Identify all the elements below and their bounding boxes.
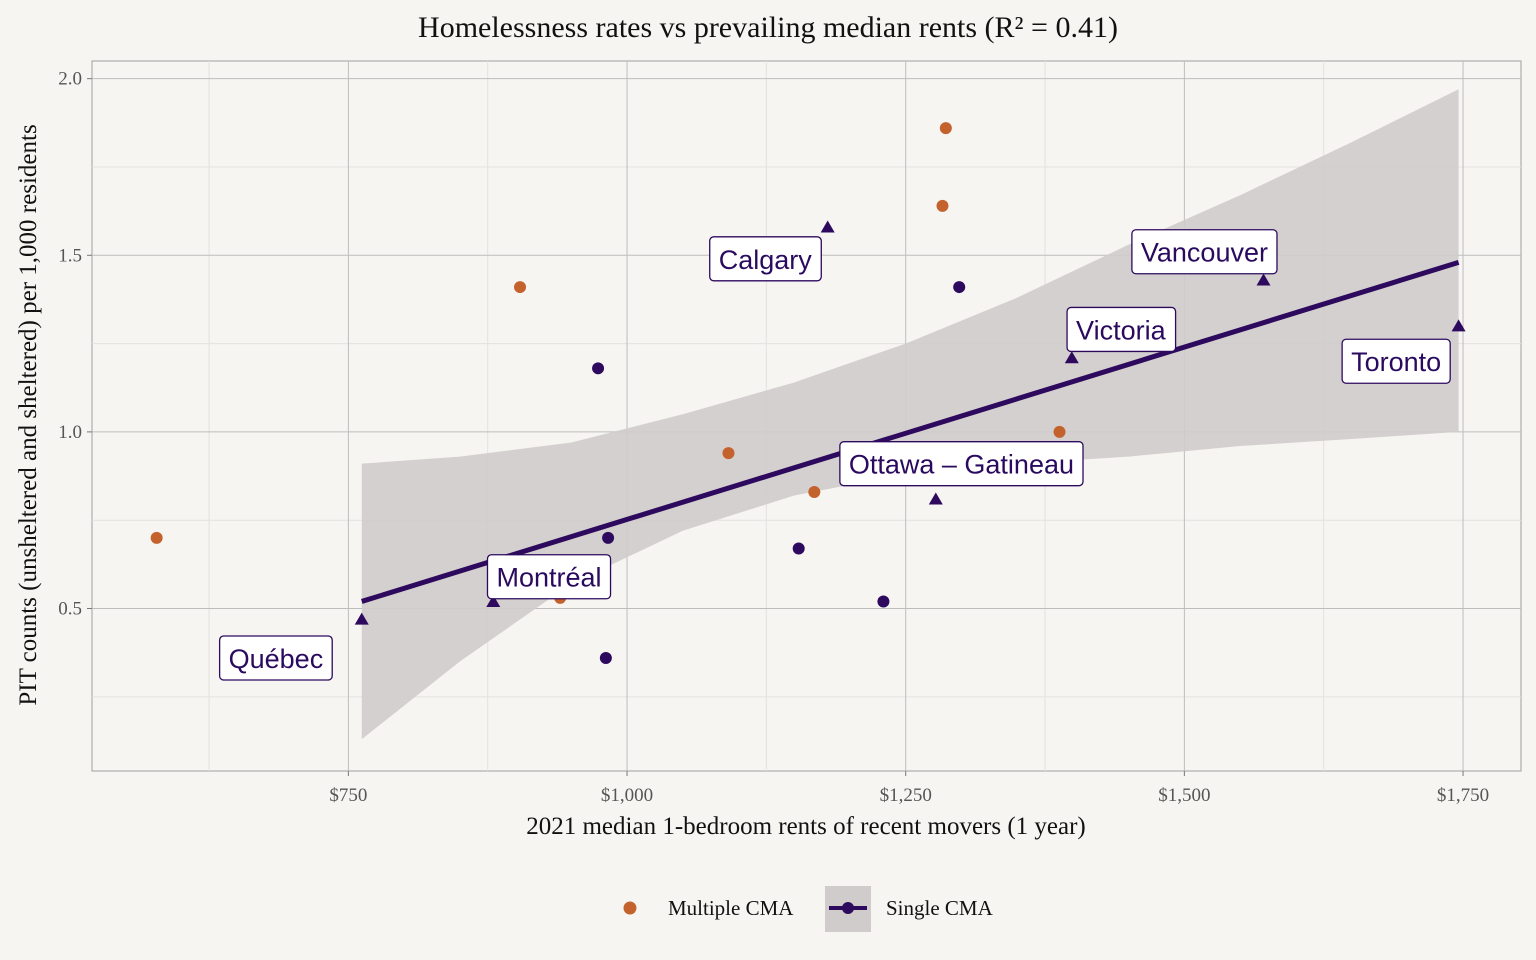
fit-line xyxy=(361,259,1460,604)
data-point-multiple xyxy=(514,281,527,294)
city-label-text: Victoria xyxy=(1076,315,1167,345)
data-point-single xyxy=(592,362,605,375)
data-point-single xyxy=(877,595,890,608)
data-point-single xyxy=(792,542,805,555)
data-point-multiple xyxy=(1053,425,1066,438)
chart-title: Homelessness rates vs prevailing median … xyxy=(418,11,1118,44)
data-point-triangle xyxy=(486,594,501,607)
y-tick-label: 0.5 xyxy=(58,599,82,620)
legend-multiple-swatch xyxy=(623,901,637,915)
x-tick-label: $1,000 xyxy=(601,785,653,806)
city-label-text: Vancouver xyxy=(1141,238,1268,268)
x-tick-label: $1,500 xyxy=(1158,785,1210,806)
city-label-box xyxy=(1341,338,1451,384)
city-label-box xyxy=(709,236,822,282)
data-point-triangle xyxy=(1064,351,1079,364)
legend-single-label: Single CMA xyxy=(886,896,994,920)
city-label-text: Calgary xyxy=(719,245,813,275)
city-label-box xyxy=(1131,229,1278,275)
city-label-box xyxy=(839,441,1084,487)
y-tick-label: 1.5 xyxy=(58,245,82,266)
data-point-triangle xyxy=(1256,273,1271,286)
y-tick-label: 1.0 xyxy=(58,422,82,443)
data-point-single xyxy=(953,281,966,294)
data-point-triangle xyxy=(1451,319,1466,332)
data-point-multiple xyxy=(936,199,949,212)
data-point-triangle xyxy=(928,492,943,505)
x-axis-ticks: $750 $1,000 $1,250 $1,500 $1,750 xyxy=(329,771,1489,806)
plot-panel xyxy=(91,60,1522,772)
data-point-single xyxy=(599,651,612,664)
city-label-box xyxy=(486,554,612,600)
x-tick-label: $1,250 xyxy=(880,785,932,806)
legend-single-swatch xyxy=(842,902,854,914)
data-point-single xyxy=(602,531,615,544)
x-tick-label: $1,750 xyxy=(1437,785,1489,806)
y-axis-ticks: 0.5 1.0 1.5 2.0 xyxy=(58,69,92,620)
legend-multiple-label: Multiple CMA xyxy=(668,896,794,920)
data-point-triangle xyxy=(820,220,835,233)
grid-minor xyxy=(92,61,1521,771)
data-point-multiple xyxy=(722,447,735,460)
city-label-text: Ottawa – Gatineau xyxy=(849,450,1074,480)
city-label-box xyxy=(1066,306,1177,353)
city-label-text: Toronto xyxy=(1351,347,1441,377)
data-point-triangle xyxy=(354,612,369,625)
y-tick-label: 2.0 xyxy=(58,69,82,90)
plot-area: Québec Montréal Calgary Ottawa – Gatineau Vi… xyxy=(91,60,1522,772)
data-points xyxy=(150,122,1466,664)
city-labels: Québec Montréal Calgary Ottawa – Gatineau Vi… xyxy=(218,229,1451,681)
data-point-multiple xyxy=(150,531,163,544)
city-label-box xyxy=(218,635,333,681)
data-point-multiple xyxy=(939,122,952,135)
x-axis-title: 2021 median 1-bedroom rents of recent mo… xyxy=(526,813,1086,840)
city-label-text: Montréal xyxy=(496,563,601,593)
x-tick-label: $750 xyxy=(329,785,367,806)
data-point-multiple xyxy=(808,485,821,498)
city-label-text: Québec xyxy=(229,644,324,674)
legend: Multiple CMA Single CMA xyxy=(623,886,994,932)
y-axis-title: PIT counts (unsheltered and sheltered) p… xyxy=(15,124,42,705)
